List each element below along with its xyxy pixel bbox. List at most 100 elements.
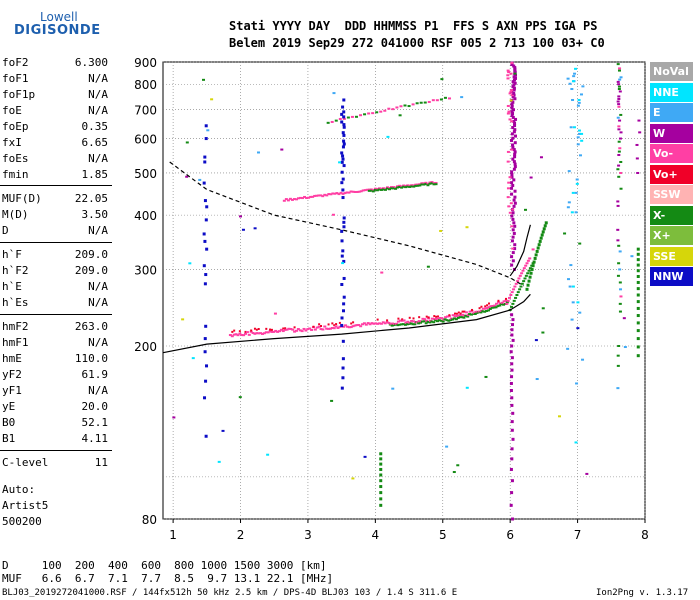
echo-mark [510,428,514,432]
echo-mark [512,86,516,90]
param-h-f: h`F 209.0 [2,248,108,262]
echo-mark [507,205,511,208]
echo-mark [437,319,441,322]
echo-mark [541,331,545,334]
echo-mark [512,148,516,152]
echo-mark [618,67,622,70]
param-b0: B0 52.1 [2,416,108,430]
x-tick-label: 6 [506,528,514,542]
echo-mark [340,316,344,320]
echo-mark [202,78,206,81]
echo-mark [342,125,346,129]
echo-mark [567,201,571,204]
echo-mark [510,148,514,151]
echo-mark [514,73,518,77]
echo-mark [333,324,336,327]
echo-mark [321,195,325,198]
echo-mark [455,314,459,317]
echo-mark [430,182,434,185]
echo-mark [490,306,494,309]
echo-mark [617,140,621,143]
echo-mark [242,334,246,337]
echo-mark [474,310,478,313]
echo-mark [513,81,517,85]
echo-mark [581,358,585,361]
echo-mark [250,329,253,332]
echo-mark [513,67,517,71]
echo-mark [514,282,518,285]
echo-mark [512,288,516,291]
echo-mark [579,93,583,96]
echo-mark [513,247,517,251]
echo-mark [479,311,483,314]
echo-mark [354,115,358,118]
echo-mark [510,239,514,243]
echo-mark [636,300,640,304]
echo-mark [202,181,206,185]
echo-mark [435,315,438,318]
echo-mark [272,330,276,333]
param-name: fxI [2,136,22,149]
param-name: M(D) [2,208,29,221]
echo-mark [392,324,396,327]
echo-mark [440,78,444,81]
echo-mark [493,304,497,307]
echo-mark [511,517,515,521]
echo-mark [345,325,349,328]
echo-mark [403,104,407,107]
echo-mark [238,396,242,399]
echo-mark [396,186,400,189]
param-name: foEp [2,120,29,133]
echo-mark [619,160,623,163]
echo-mark [268,330,272,333]
echo-mark [510,263,514,267]
echo-mark [510,403,514,407]
echo-mark [341,196,345,200]
echo-mark [398,186,402,189]
echo-mark [521,269,525,272]
echo-mark [383,187,387,190]
echo-mark [202,232,206,236]
echo-mark [449,319,453,322]
param-name: hmF2 [2,320,29,333]
echo-mark [287,327,291,330]
echo-mark [616,80,620,83]
echo-mark [441,320,445,323]
echo-mark [541,307,545,310]
echo-mark [379,110,383,113]
echo-mark [512,204,516,208]
echo-mark [405,323,409,326]
echo-mark [389,322,393,325]
echo-mark [361,323,365,326]
echo-mark [374,322,378,325]
legend-item-e: E [650,103,693,122]
echo-mark [510,291,514,294]
param-value: 4.11 [81,432,109,445]
echo-mark [276,330,280,333]
echo-mark [383,322,387,325]
echo-mark [481,307,485,310]
echo-mark [265,327,268,330]
echo-mark [511,323,515,327]
echo-mark [317,325,321,328]
echo-mark [525,262,529,265]
echo-mark [535,378,539,381]
echo-mark [342,133,346,137]
y-tick-label: 700 [134,103,157,117]
echo-mark [513,189,517,193]
plot-frame [162,61,646,520]
param-value: N/A [88,104,108,117]
echo-mark [529,176,533,179]
echo-mark [264,331,268,334]
echo-mark [383,188,387,191]
echo-mark [266,331,270,334]
echo-mark [510,420,514,424]
echo-mark [234,333,238,336]
echo-mark [616,354,620,357]
echo-mark [510,94,514,97]
echo-mark [512,198,516,202]
echo-mark [172,416,176,419]
param-name: yF1 [2,384,22,397]
echo-mark [636,258,640,262]
echo-mark [456,316,460,319]
